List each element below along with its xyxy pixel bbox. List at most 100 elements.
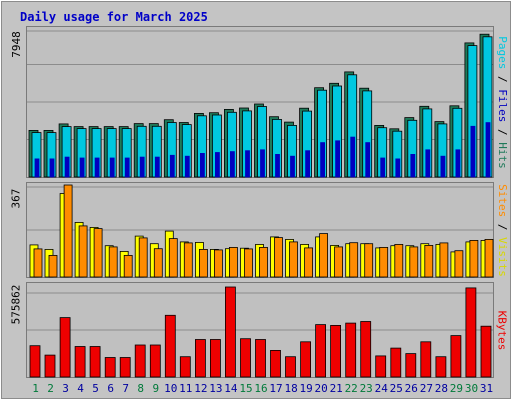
kbytes-bar-day-3: [59, 317, 71, 378]
day-label-9: 9: [152, 382, 160, 395]
kbytes-bar-day-19: [300, 341, 312, 378]
kbytes-bar-day-30: [465, 287, 477, 378]
sites-bar-day-4: [78, 225, 88, 278]
pages-bar-day-31: [485, 122, 491, 178]
day-label-16: 16: [254, 382, 268, 395]
sites-bar-day-20: [319, 233, 329, 278]
pages-bar-day-20: [320, 142, 326, 178]
kbytes-bar-day-1: [29, 345, 41, 378]
kbytes-bar-day-6: [104, 357, 116, 378]
kbytes-bar-day-12: [194, 339, 206, 378]
plot-area: [27, 30, 494, 378]
sites-bar-day-7: [123, 254, 133, 278]
kbytes-bar-day-23: [360, 321, 372, 378]
kbytes-bar-day-4: [74, 346, 86, 378]
sites-bar-day-15: [244, 248, 253, 278]
day-label-13: 13: [209, 382, 223, 395]
kbytes-bar-day-21: [330, 324, 342, 378]
day-label-5: 5: [92, 382, 99, 395]
kbytes-bar-day-16: [255, 339, 266, 378]
day-label-30: 30: [464, 382, 479, 395]
sites-bar-day-5: [93, 228, 103, 278]
sites-bar-day-26: [409, 246, 419, 278]
kbytes-bar-day-14: [224, 286, 236, 378]
kbytes-bar-day-17: [270, 349, 281, 378]
pages-bar-day-9: [154, 156, 160, 178]
day-label-10: 10: [164, 382, 178, 395]
day-label-23: 23: [359, 382, 373, 395]
kbytes-bar-day-15: [240, 338, 251, 378]
pages-bar-day-13: [214, 152, 220, 178]
kbytes-bar-day-25: [390, 347, 402, 378]
kbytes-bar-day-26: [405, 353, 417, 378]
day-label-2: 2: [47, 382, 54, 395]
day-label-12: 12: [194, 382, 208, 395]
pages-bar-day-16: [260, 149, 265, 178]
sites-bar-day-12: [198, 248, 208, 278]
kbytes-bar-day-8: [134, 344, 146, 378]
day-label-6: 6: [107, 382, 114, 395]
sites-bar-day-30: [469, 239, 479, 278]
day-label-26: 26: [404, 382, 418, 395]
day-label-22: 22: [344, 382, 358, 395]
kbytes-bar-day-5: [89, 346, 101, 378]
day-label-7: 7: [122, 382, 129, 395]
sites-bar-day-24: [379, 246, 389, 278]
pages-bar-day-11: [184, 155, 190, 178]
day-label-11: 11: [179, 382, 193, 395]
pages-bar-day-28: [440, 155, 446, 178]
day-label-24: 24: [374, 382, 388, 395]
pages-bar-day-7: [124, 157, 130, 178]
pages-bar-day-29: [455, 149, 461, 178]
day-label-29: 29: [449, 382, 464, 395]
sites-bar-day-9: [153, 248, 163, 278]
kbytes-bar-day-22: [345, 322, 357, 378]
pages-bar-day-15: [245, 150, 250, 178]
pages-bar-day-5: [94, 157, 100, 178]
kbytes-bar-day-31: [480, 325, 492, 378]
day-label-1: 1: [32, 382, 39, 395]
kbytes-bar-day-18: [285, 356, 296, 378]
pages-bar-day-26: [410, 153, 416, 178]
day-label-28: 28: [434, 382, 449, 395]
sites-bar-day-19: [304, 247, 314, 278]
sites-bar-day-6: [108, 246, 118, 278]
day-label-14: 14: [224, 382, 238, 395]
kbytes-bar-day-28: [435, 356, 447, 378]
day-label-15: 15: [239, 382, 253, 395]
sites-bar-day-29: [454, 250, 464, 278]
pages-bar-day-17: [275, 153, 280, 178]
pages-bar-day-8: [139, 156, 145, 178]
day-label-31: 31: [479, 382, 494, 395]
day-label-17: 17: [269, 382, 283, 395]
day-label-25: 25: [389, 382, 403, 395]
sites-bar-day-22: [349, 242, 359, 278]
sites-bar-day-14: [228, 246, 238, 278]
pages-bar-day-1: [34, 158, 40, 178]
kbytes-bar-day-27: [420, 341, 432, 378]
kbytes-bar-day-10: [164, 314, 176, 378]
day-label-19: 19: [299, 382, 313, 395]
sites-bar-day-13: [213, 249, 223, 278]
pages-bar-day-10: [169, 154, 175, 178]
day-label-3: 3: [62, 382, 69, 395]
sites-bar-day-3: [63, 184, 73, 278]
sites-bar-day-1: [33, 248, 43, 278]
pages-bar-day-22: [350, 136, 356, 178]
sites-bar-day-8: [138, 237, 148, 278]
pages-bar-day-18: [290, 155, 295, 178]
day-label-20: 20: [314, 382, 328, 395]
sites-bar-day-18: [289, 241, 298, 278]
day-label-27: 27: [419, 382, 434, 395]
chart-title: Daily usage for March 2025: [20, 10, 208, 24]
kbytes-bar-day-20: [315, 324, 327, 378]
kbytes-bar-day-9: [149, 344, 161, 378]
kbytes-bar-day-13: [209, 339, 221, 378]
day-label-8: 8: [137, 382, 144, 395]
pages-bar-day-4: [79, 157, 85, 178]
pages-bar-day-30: [470, 125, 476, 178]
pages-bar-day-25: [395, 158, 401, 178]
pages-bar-day-2: [49, 158, 55, 178]
day-label-21: 21: [329, 382, 343, 395]
sites-bar-day-23: [364, 243, 374, 278]
